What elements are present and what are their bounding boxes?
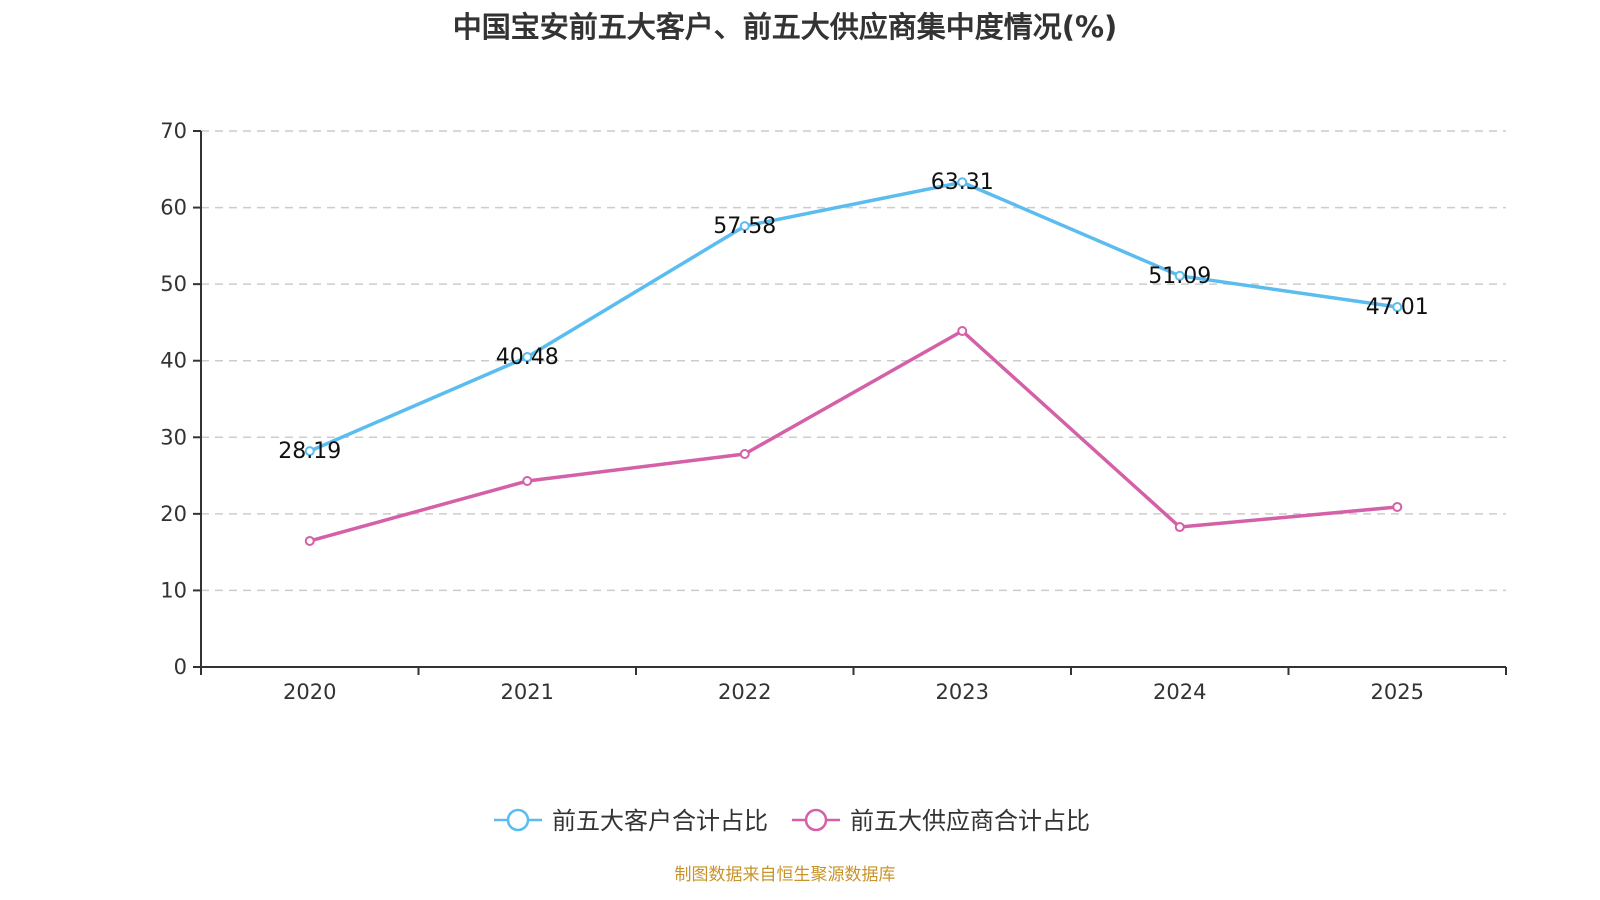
y-tick-label: 50 — [160, 272, 187, 296]
legend-item-1[interactable]: 前五大客户合计占比 — [494, 807, 768, 835]
x-tick-label: 2025 — [1371, 680, 1424, 704]
y-tick-label: 60 — [160, 196, 187, 220]
data-point[interactable] — [1392, 501, 1403, 512]
data-point[interactable] — [1392, 302, 1403, 313]
legend[interactable]: 前五大客户合计占比 前五大供应商合计占比 — [494, 807, 1090, 835]
grid-lines — [201, 130, 1506, 592]
data-label: 63.31 — [931, 170, 994, 195]
data-point[interactable] — [739, 448, 750, 459]
legend-item-2[interactable]: 前五大供应商合计占比 — [792, 807, 1090, 835]
data-point[interactable] — [304, 446, 315, 457]
legend-marker-icon — [506, 808, 530, 832]
legend-label: 前五大客户合计占比 — [552, 807, 768, 835]
data-labels: 28.19 40.48 57.58 63.31 51.09 47.01 — [278, 170, 1428, 464]
data-label: 47.01 — [1366, 295, 1429, 320]
series-1 — [304, 177, 1403, 457]
data-point[interactable] — [522, 476, 533, 487]
data-label: 51.09 — [1148, 264, 1211, 289]
series-2 — [304, 326, 1403, 546]
data-label: 57.58 — [713, 214, 776, 239]
data-point[interactable] — [739, 221, 750, 232]
data-point[interactable] — [1174, 522, 1185, 533]
data-label: 40.48 — [496, 345, 559, 370]
data-point[interactable] — [957, 177, 968, 188]
x-tick-label: 2020 — [283, 680, 336, 704]
data-point[interactable] — [522, 352, 533, 363]
legend-label: 前五大供应商合计占比 — [850, 807, 1090, 835]
x-tick-label: 2024 — [1153, 680, 1206, 704]
x-tick-label: 2023 — [936, 680, 989, 704]
y-tick-label: 0 — [174, 655, 187, 679]
series-line — [309, 180, 1398, 453]
data-point[interactable] — [957, 326, 968, 337]
source-note: 制图数据来自恒生聚源数据库 — [674, 865, 896, 885]
y-tick-label: 20 — [160, 502, 187, 526]
x-tick-label: 2021 — [501, 680, 554, 704]
y-tick-label: 10 — [160, 578, 187, 602]
y-tick-label: 70 — [160, 119, 187, 143]
data-label: 28.19 — [278, 439, 341, 464]
y-tick-label: 40 — [160, 349, 187, 373]
data-point[interactable] — [304, 535, 315, 546]
series-group — [304, 177, 1403, 546]
axes: 0 10 20 30 40 50 60 70 2020 2021 2022 2023 2024 2025 — [160, 119, 1507, 704]
y-tick-label: 30 — [160, 425, 187, 449]
data-point[interactable] — [1174, 270, 1185, 281]
chart-title: 中国宝安前五大客户、前五大供应商集中度情况(%) — [452, 10, 1118, 44]
series-line — [309, 329, 1398, 543]
x-tick-label: 2022 — [718, 680, 771, 704]
legend-marker-icon — [804, 808, 828, 832]
